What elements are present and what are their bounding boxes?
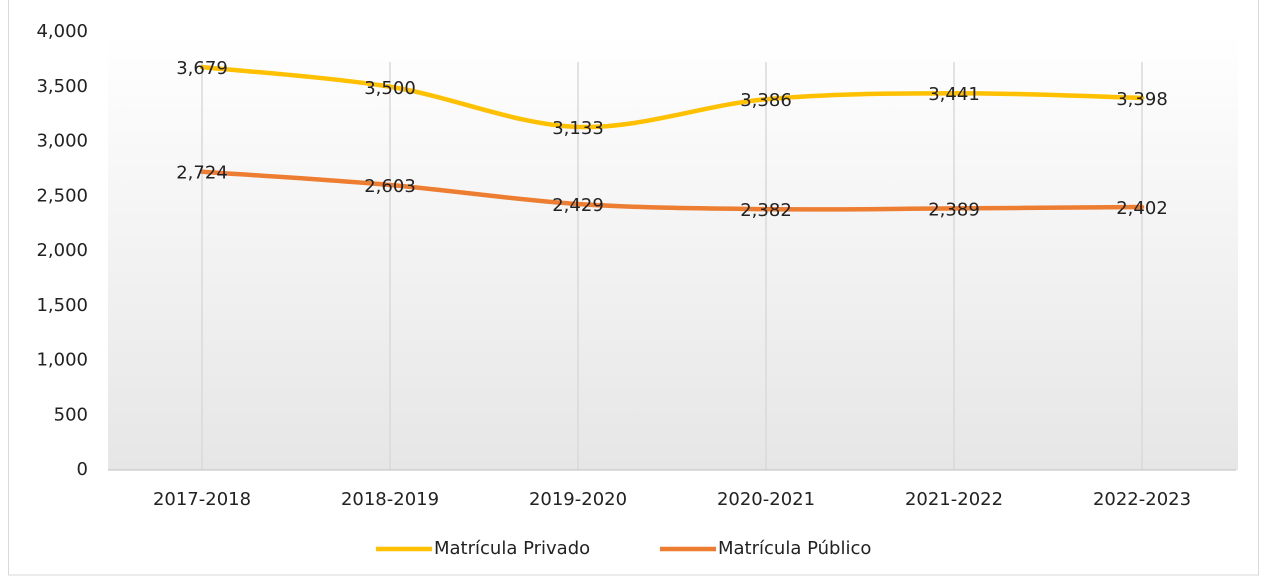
y-tick-label: 0	[77, 459, 88, 480]
data-label: 2,382	[740, 200, 792, 221]
data-label: 3,133	[552, 118, 604, 139]
x-tick-label: 2018-2019	[341, 489, 439, 510]
legend-label: Matrícula Público	[718, 538, 871, 559]
y-tick-label: 2,500	[36, 185, 88, 206]
data-label: 2,724	[176, 163, 228, 184]
legend-label: Matrícula Privado	[434, 538, 590, 559]
data-label: 3,679	[176, 58, 228, 79]
y-tick-label: 500	[54, 404, 88, 425]
y-tick-label: 3,000	[36, 131, 88, 152]
y-tick-label: 1,500	[36, 295, 88, 316]
data-label: 3,398	[1116, 89, 1168, 110]
x-tick-label: 2019-2020	[529, 489, 627, 510]
y-tick-label: 4,000	[36, 21, 88, 42]
y-tick-label: 3,500	[36, 76, 88, 97]
data-label: 3,441	[928, 84, 980, 105]
data-label: 2,429	[552, 195, 604, 216]
data-label: 2,603	[364, 176, 416, 197]
data-label: 2,402	[1116, 198, 1168, 219]
data-label: 3,386	[740, 90, 792, 111]
y-tick-label: 1,000	[36, 350, 88, 371]
line	[199, 64, 1145, 130]
y-tick-label: 2,000	[36, 240, 88, 261]
plot-area	[108, 32, 1238, 470]
data-label: 3,500	[364, 78, 416, 99]
x-tick-label: 2017-2018	[153, 489, 251, 510]
x-tick-label: 2020-2021	[717, 489, 815, 510]
data-label: 2,389	[928, 199, 980, 220]
line	[199, 169, 1145, 212]
x-tick-label: 2021-2022	[905, 489, 1003, 510]
x-tick-label: 2022-2023	[1093, 489, 1191, 510]
